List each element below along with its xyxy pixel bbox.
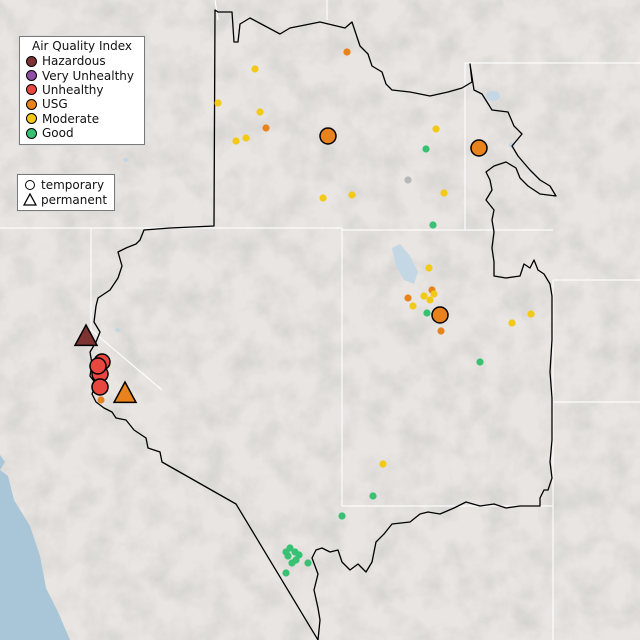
monitor-temporary-marker[interactable] [422,145,430,153]
monitor-temporary-marker[interactable] [262,124,270,132]
monitor-temporary-marker[interactable] [404,294,412,302]
monitor-temporary-marker[interactable] [470,139,488,157]
legend-swatch [26,55,37,67]
legend-label-permanent: permanent [41,192,108,207]
monitor-temporary-marker[interactable] [256,108,264,116]
monitor-temporary-marker[interactable] [420,292,428,300]
legend-swatch [26,98,37,110]
legend-label: Moderate [42,111,100,126]
lake [115,328,121,332]
monitor-temporary-marker[interactable] [409,302,417,310]
monitor-temporary-marker[interactable] [232,137,240,145]
legend-swatch [26,113,37,125]
legend-label: USG [42,97,68,112]
monitor-temporary-marker[interactable] [430,290,438,298]
monitor-markers [73,48,535,577]
monitor-temporary-marker[interactable] [343,48,351,56]
legend-row-hazardous: Hazardous [26,54,138,68]
legend-row-very-unhealthy: Very Unhealthy [26,68,138,83]
monitor-temporary-marker[interactable] [432,125,440,133]
region-outline [89,9,557,640]
monitor-temporary-marker[interactable] [242,134,250,142]
monitor-permanent-marker[interactable] [73,323,99,347]
monitor-temporary-marker[interactable] [282,548,290,556]
legend-row-permanent: permanent [23,192,109,207]
monitor-temporary-marker[interactable] [91,378,109,396]
lake [123,158,129,162]
site-type-legend: temporary permanent [17,174,115,211]
monitor-temporary-marker[interactable] [348,191,356,199]
legend-label: Very Unhealthy [42,68,134,83]
monitor-temporary-marker[interactable] [379,460,387,468]
monitor-temporary-marker[interactable] [319,194,327,202]
legend-label: Unhealthy [42,82,104,97]
pacific-ocean [0,470,70,640]
monitor-temporary-marker[interactable] [214,99,222,107]
monitor-temporary-marker[interactable] [437,327,445,335]
legend-row-temporary: temporary [23,178,109,192]
bay [0,455,5,470]
triangle-icon [23,193,37,207]
monitor-temporary-marker[interactable] [89,357,107,375]
monitor-temporary-marker[interactable] [288,559,296,567]
legend-label: Good [42,126,74,141]
lake [486,91,500,101]
monitor-permanent-marker[interactable] [112,380,138,404]
legend-label-temporary: temporary [41,178,105,193]
monitor-temporary-marker[interactable] [476,358,484,366]
legend-swatch [26,127,37,139]
aqi-legend: Air Quality Index Hazardous Very Unhealth… [19,36,145,146]
monitor-temporary-marker[interactable] [369,492,377,500]
monitor-temporary-marker[interactable] [338,512,346,520]
monitor-temporary-marker[interactable] [251,65,259,73]
monitor-temporary-marker[interactable] [97,396,105,404]
monitor-temporary-marker[interactable] [404,176,412,184]
monitor-temporary-marker[interactable] [304,559,312,567]
legend-row-good: Good [26,126,138,140]
monitor-temporary-marker[interactable] [440,189,448,197]
monitor-temporary-marker[interactable] [282,569,290,577]
circle-icon [23,178,37,192]
monitor-temporary-marker[interactable] [527,310,535,318]
legend-row-moderate: Moderate [26,112,138,126]
legend-swatch [26,84,37,96]
monitor-temporary-marker[interactable] [295,551,303,559]
legend-swatch [26,70,37,82]
legend-row-unhealthy: Unhealthy [26,83,138,97]
legend-label: Hazardous [42,54,106,69]
legend-row-usg: USG [26,97,138,111]
monitor-temporary-marker[interactable] [426,296,434,304]
monitor-temporary-marker[interactable] [431,306,449,324]
monitor-temporary-marker[interactable] [429,221,437,229]
monitor-temporary-marker[interactable] [319,127,337,145]
monitor-temporary-marker[interactable] [423,309,431,317]
monitor-temporary-marker[interactable] [425,264,433,272]
great-salt-lake [392,244,418,284]
legend-title: Air Quality Index [31,39,133,53]
monitor-temporary-marker[interactable] [508,319,516,327]
